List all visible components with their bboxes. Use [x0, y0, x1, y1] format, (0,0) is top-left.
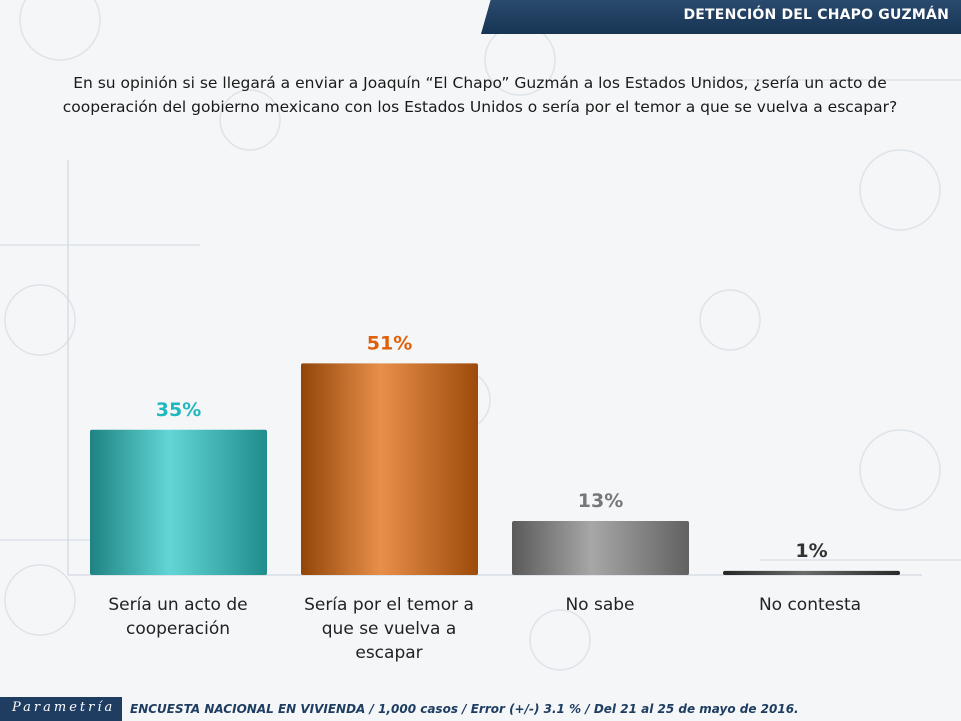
header-bar — [481, 0, 961, 34]
bar-1 — [301, 363, 478, 575]
category-label-cooperacion: Sería un acto de cooperación — [78, 593, 278, 641]
bar-2 — [512, 521, 689, 575]
question-line-1: En su opinión si se llegará a enviar a J… — [73, 74, 887, 92]
header-title: DETENCIÓN DEL CHAPO GUZMÁN — [683, 7, 949, 23]
data-label-3: 1% — [795, 540, 827, 562]
question-text: En su opinión si se llegará a enviar a J… — [30, 71, 930, 119]
category-label-no-sabe: No sabe — [500, 593, 700, 617]
bar-0 — [90, 429, 267, 575]
question-line-2: cooperación del gobierno mexicano con lo… — [62, 98, 898, 116]
data-label-1: 51% — [367, 332, 412, 354]
category-label-line: Sería un acto de — [108, 595, 248, 615]
category-label-line: No contesta — [758, 595, 862, 615]
bar-3 — [723, 570, 900, 575]
data-label-2: 13% — [578, 490, 623, 512]
category-label-line: que se vuelva a — [321, 619, 457, 639]
footer-logo-text: Parametría — [12, 700, 116, 715]
category-label-no-contesta: No contesta — [710, 593, 910, 617]
category-label-line: escapar — [355, 643, 423, 663]
category-label-line: cooperación — [125, 619, 231, 639]
footer-logo: Parametría — [0, 697, 122, 721]
footer-text: ENCUESTA NACIONAL EN VIVIENDA / 1,000 ca… — [130, 702, 799, 716]
bar-chart: 35% 51% 13% 1% — [67, 160, 922, 576]
data-label-0: 35% — [156, 399, 201, 421]
category-label-temor: Sería por el temor a que se vuelva a esc… — [289, 593, 489, 665]
category-label-line: No sabe — [565, 595, 635, 615]
category-label-line: Sería por el temor a — [304, 595, 474, 615]
